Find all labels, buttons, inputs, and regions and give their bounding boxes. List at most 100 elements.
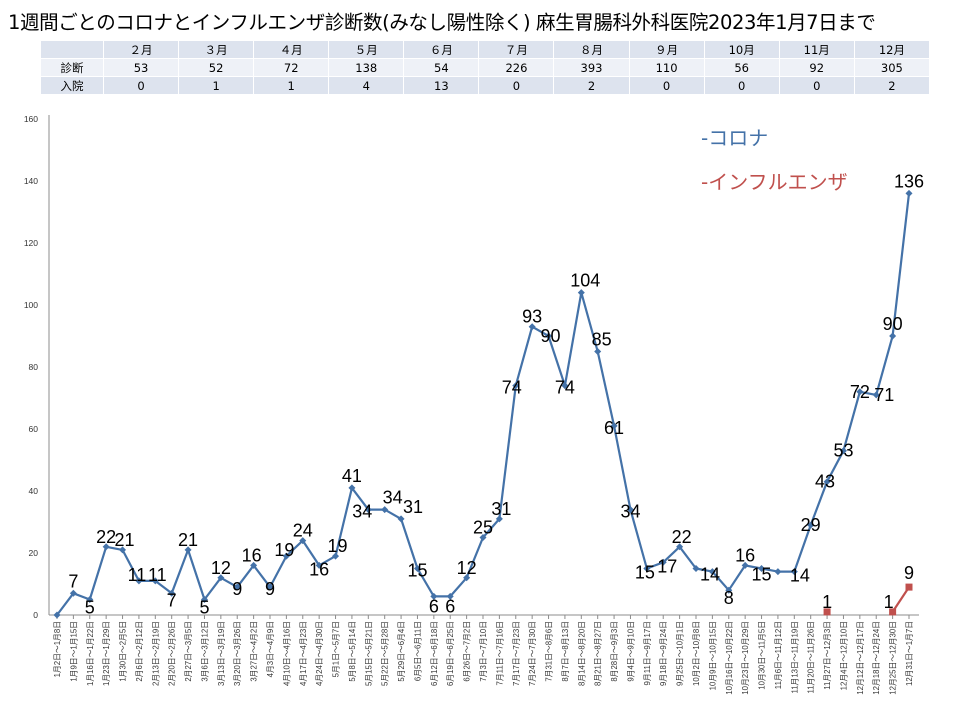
corona-data-label: 41 xyxy=(342,466,362,486)
x-tick-label: 6月5日～6月11日 xyxy=(413,621,422,681)
table-cell: 13 xyxy=(403,76,480,95)
corona-data-label: 71 xyxy=(874,385,894,405)
corona-data-point xyxy=(839,447,847,455)
x-tick-label: 8月21日～8月27日 xyxy=(594,621,603,686)
x-tick-label: 9月4日～9月10日 xyxy=(626,621,635,682)
corona-data-point xyxy=(741,561,749,569)
x-tick-label: 7月11日～7月16日 xyxy=(495,621,504,685)
x-tick-label: 12月12日～12月17日 xyxy=(856,621,865,695)
x-tick-label: 11月6日～11月12日 xyxy=(774,621,783,689)
corona-data-point xyxy=(282,552,290,560)
x-tick-label: 7月17日～7月23日 xyxy=(512,621,521,686)
corona-data-point xyxy=(397,515,405,523)
corona-data-label: 6 xyxy=(445,596,455,616)
table-cell: 226 xyxy=(478,58,555,77)
table-cell: 0 xyxy=(628,76,705,95)
corona-data-label: 6 xyxy=(429,596,439,616)
corona-data-label: 104 xyxy=(570,271,600,291)
corona-data-point xyxy=(332,552,340,560)
x-tick-label: 10月30日～11月5日 xyxy=(758,621,767,690)
x-tick-label: 9月18日～9月24日 xyxy=(659,621,668,686)
corona-data-point xyxy=(168,589,176,597)
x-tick-label: 5月8日～5月14日 xyxy=(348,621,357,682)
corona-data-point xyxy=(446,592,454,600)
monthly-summary-table: ２月 ３月 ４月 ５月 ６月 ７月 ８月 ９月 10月 11月 12月 診断 5… xyxy=(40,40,931,95)
x-tick-label: 10月9日～10月15日 xyxy=(708,621,717,690)
table-cell: 56 xyxy=(703,58,780,77)
corona-data-label: 19 xyxy=(274,540,294,560)
corona-data-point xyxy=(495,515,503,523)
corona-data-point xyxy=(250,561,258,569)
table-cell: 52 xyxy=(178,58,255,77)
table-cell: 2 xyxy=(853,76,931,95)
corona-data-label: 31 xyxy=(491,499,511,519)
corona-data-point xyxy=(299,537,307,545)
corona-data-point xyxy=(643,565,651,572)
corona-data-label: 74 xyxy=(555,378,575,398)
month-header: ７月 xyxy=(478,40,555,59)
corona-data-point xyxy=(790,568,798,576)
table-cell: 72 xyxy=(253,58,330,77)
x-tick-label: 9月11日～9月17日 xyxy=(643,621,652,685)
corona-data-label: 22 xyxy=(96,527,116,547)
y-tick-label: 160 xyxy=(24,114,38,124)
corona-data-label: 11 xyxy=(128,565,147,585)
corona-data-point xyxy=(528,323,536,331)
x-tick-label: 4月3日～4月9日 xyxy=(266,621,275,677)
x-tick-label: 7月31日～8月6日 xyxy=(545,621,554,682)
x-tick-label: 10月23日～10月29日 xyxy=(741,621,750,695)
chart-axes: 0 20 40 60 80 100 120 140 160 1月2日～1月8日 1月9日～1月15日… xyxy=(24,114,919,695)
corona-data-point xyxy=(102,543,110,551)
corona-data-point xyxy=(561,382,569,390)
corona-data-label: 43 xyxy=(815,472,835,492)
corona-data-label: 61 xyxy=(604,418,624,438)
influenza-data-label: 1 xyxy=(822,592,832,612)
y-tick-label: 80 xyxy=(29,362,39,372)
x-tick-label: 2月27日～3月5日 xyxy=(184,621,193,682)
y-tick-label: 60 xyxy=(29,424,39,434)
corona-data-label: 93 xyxy=(522,307,542,327)
x-tick-label: 2月20日～2月26日 xyxy=(168,621,177,686)
x-tick-label: 3月6日～3月12日 xyxy=(200,621,209,682)
corona-data-label: 19 xyxy=(328,536,348,556)
y-tick-label: 40 xyxy=(29,486,39,496)
month-header: ９月 xyxy=(628,40,705,59)
x-tick-label: 5月29日～6月4日 xyxy=(397,621,406,682)
table-cell: 0 xyxy=(778,76,855,95)
x-tick-label: 10月16日～10月22日 xyxy=(725,621,734,695)
corona-data-point xyxy=(348,484,356,492)
x-tick-label: 1月16日～1月22日 xyxy=(86,621,95,686)
corona-data-point xyxy=(135,577,143,585)
corona-data-label: 11 xyxy=(148,565,167,585)
legend-corona: -コロナ xyxy=(701,126,768,150)
x-tick-label: 7月24日～7月30日 xyxy=(528,621,537,686)
corona-data-label: 7 xyxy=(167,590,177,610)
x-tick-label: 11月27日～12月3日 xyxy=(823,621,832,690)
x-tick-label: 12月25日～12月30日 xyxy=(889,621,898,695)
influenza-series-line xyxy=(891,586,910,613)
table-cell: 0 xyxy=(478,76,555,95)
corona-data-label: 17 xyxy=(657,556,677,576)
x-tick-label: 1月2日～1月8日 xyxy=(53,621,62,677)
corona-data-point xyxy=(725,586,733,594)
corona-data-label: 15 xyxy=(407,561,427,581)
corona-data-point xyxy=(577,289,585,297)
table-cell: 305 xyxy=(853,58,931,77)
corona-data-point xyxy=(86,596,94,603)
month-header: ３月 xyxy=(178,40,255,59)
table-cell: 54 xyxy=(403,58,480,77)
corona-data-label: 16 xyxy=(735,545,755,565)
month-header: ６月 xyxy=(403,40,480,59)
influenza-data-point xyxy=(889,608,897,616)
y-tick-label: 120 xyxy=(24,238,38,248)
corona-data-label: 14 xyxy=(790,566,810,586)
x-tick-label: 5月22日～5月28日 xyxy=(381,621,390,686)
table-cell: 2 xyxy=(553,76,630,95)
x-tick-label: 1月23日～1月29日 xyxy=(102,621,111,686)
corona-data-label: 5 xyxy=(85,598,95,618)
corona-data-label: 12 xyxy=(211,558,231,578)
month-header: ５月 xyxy=(328,40,405,59)
corona-data-point xyxy=(758,565,766,572)
